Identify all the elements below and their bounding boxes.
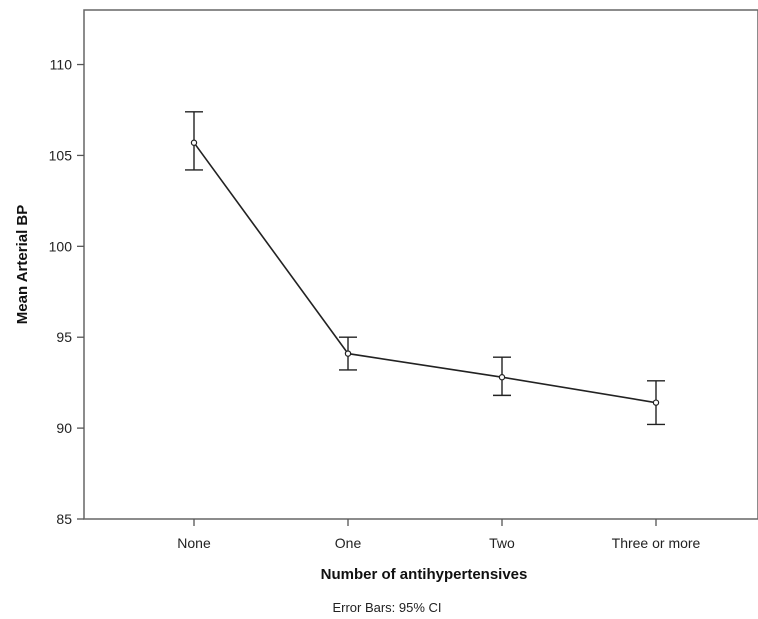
x-axis-title: Number of antihypertensives bbox=[321, 566, 528, 583]
y-tick-label: 100 bbox=[49, 238, 73, 254]
x-tick-label: Three or more bbox=[612, 535, 701, 551]
data-points bbox=[190, 139, 660, 406]
y-tick-label: 85 bbox=[56, 511, 72, 527]
y-tick-label: 95 bbox=[56, 329, 72, 345]
data-point bbox=[652, 399, 660, 406]
y-axis-title: Mean Arterial BP bbox=[14, 205, 31, 324]
x-axis: None One Two Three or more bbox=[177, 519, 701, 551]
series-line bbox=[193, 142, 657, 404]
y-tick-label: 105 bbox=[49, 147, 73, 163]
x-tick-label: Two bbox=[489, 535, 515, 551]
plot-frame bbox=[83, 9, 758, 520]
x-tick-label: One bbox=[335, 535, 362, 551]
y-tick-label: 90 bbox=[56, 420, 72, 436]
data-point bbox=[190, 139, 198, 146]
error-bars-note: Error Bars: 95% CI bbox=[332, 600, 441, 615]
y-tick-label: 110 bbox=[50, 57, 73, 73]
x-tick-label: None bbox=[177, 535, 211, 551]
y-axis: 85 90 95 100 105 110 bbox=[49, 57, 84, 527]
data-point bbox=[344, 350, 352, 357]
data-point bbox=[498, 374, 506, 381]
error-bars bbox=[185, 111, 665, 426]
